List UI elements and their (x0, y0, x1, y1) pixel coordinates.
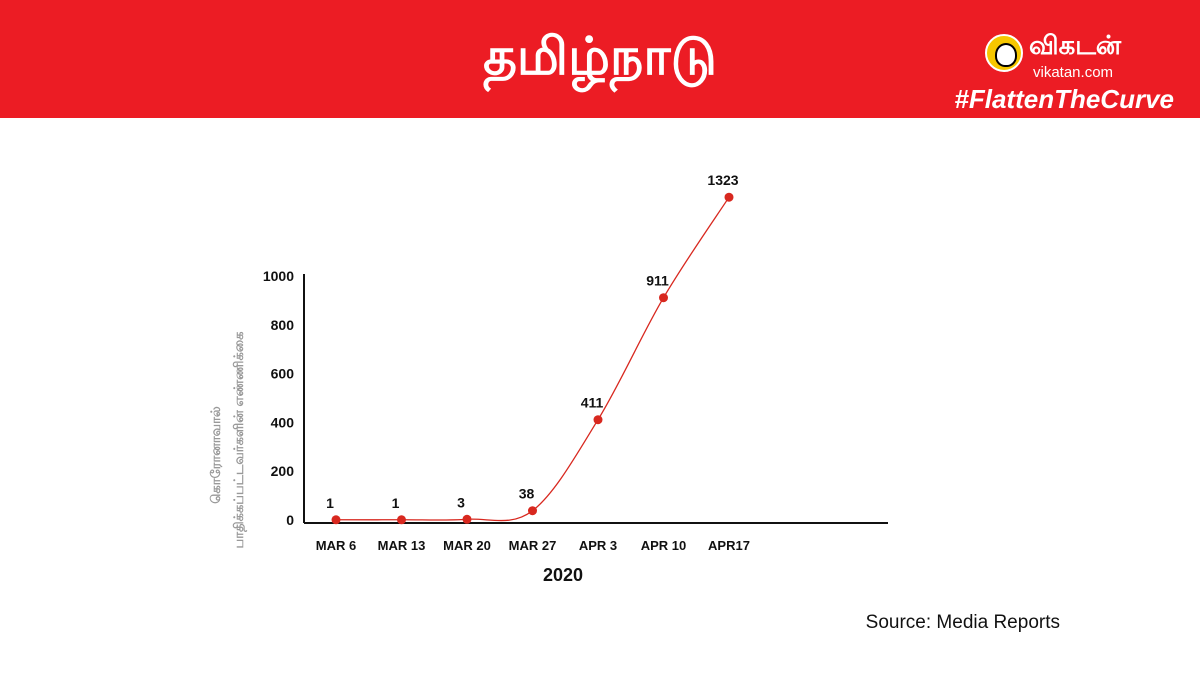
x-tick-label: MAR 6 (316, 538, 356, 553)
x-tick-label: APR 10 (641, 538, 687, 553)
logo-url: vikatan.com (1033, 64, 1114, 81)
y-tick-label: 0 (286, 512, 294, 528)
data-label: 1323 (707, 172, 738, 188)
data-point (462, 514, 472, 524)
data-point (659, 293, 668, 303)
y-axis-title-line2: பாதிக்கப்பட்டவர்களின் எண்ணிக்கை (231, 331, 247, 549)
data-label: 411 (581, 395, 604, 411)
data-point (331, 515, 341, 525)
data-point (528, 506, 537, 516)
logo-name: விகடன் (1029, 31, 1122, 61)
source-note: Source: Media Reports (865, 612, 1060, 633)
x-tick-label: APR 3 (579, 538, 617, 553)
data-point (593, 415, 603, 425)
data-label: 911 (646, 273, 669, 289)
x-tick-label: MAR 20 (443, 538, 491, 553)
y-tick-label: 400 (271, 414, 295, 430)
data-point (724, 192, 734, 202)
data-point (397, 515, 406, 525)
data-label: 38 (519, 486, 535, 502)
data-label: 1 (392, 495, 400, 511)
header-banner: தமிழ்நாடு விகடன் vikatan.com #FlattenThe… (0, 0, 1200, 118)
page-title: தமிழ்நாடு (483, 27, 717, 87)
y-tick-label: 200 (271, 463, 295, 479)
logo-badge-icon (985, 34, 1023, 72)
data-label: 1 (326, 495, 334, 511)
logo-face-icon (995, 43, 1017, 67)
series-line (335, 196, 730, 522)
y-tick-label: 600 (271, 366, 295, 382)
y-tick-label: 800 (271, 317, 295, 333)
data-label: 3 (457, 494, 465, 510)
x-tick-label: APR17 (708, 538, 750, 553)
x-tick-label: MAR 27 (509, 538, 557, 553)
x-axis-title: 2020 (543, 565, 583, 585)
x-tick-label: MAR 13 (378, 538, 426, 553)
y-axis-title-line1: கொரோனாவால் (208, 406, 223, 504)
hashtag: #FlattenTheCurve (954, 84, 1174, 114)
y-tick-label: 1000 (263, 268, 294, 284)
vikatan-logo: விகடன் vikatan.com (985, 30, 1160, 90)
